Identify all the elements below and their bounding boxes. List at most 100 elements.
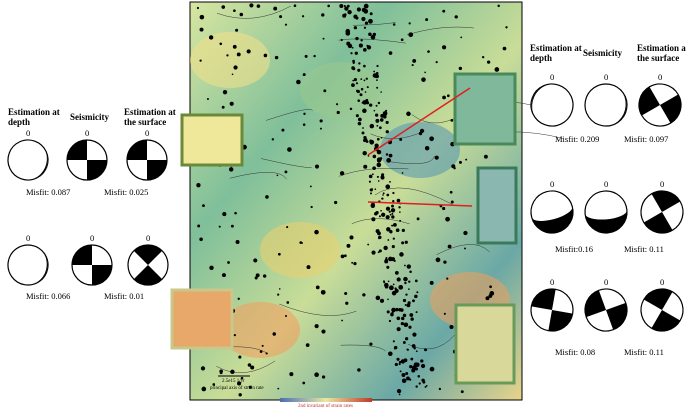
event bbox=[392, 245, 395, 248]
event bbox=[451, 201, 454, 204]
event bbox=[352, 62, 354, 64]
event bbox=[262, 345, 264, 347]
event bbox=[375, 119, 379, 123]
beachball bbox=[5, 241, 51, 288]
event bbox=[255, 276, 258, 279]
event bbox=[376, 79, 378, 81]
event bbox=[412, 299, 415, 302]
event bbox=[389, 51, 393, 55]
event bbox=[442, 207, 445, 210]
event bbox=[417, 217, 420, 220]
event bbox=[402, 229, 405, 232]
event bbox=[482, 56, 484, 58]
zero-label: 0 bbox=[604, 277, 608, 287]
header: Estimation at the surface bbox=[637, 43, 686, 63]
event bbox=[379, 215, 381, 217]
event bbox=[430, 281, 434, 285]
event bbox=[386, 227, 390, 231]
event bbox=[364, 138, 368, 142]
event bbox=[233, 65, 237, 69]
event bbox=[399, 252, 404, 257]
event bbox=[406, 349, 408, 351]
event bbox=[397, 199, 401, 203]
event bbox=[209, 35, 213, 39]
event bbox=[380, 91, 382, 93]
scale-label: 2.5e15 1/yr bbox=[222, 379, 245, 384]
event bbox=[296, 80, 301, 85]
event bbox=[265, 195, 269, 199]
event bbox=[310, 185, 312, 187]
event bbox=[376, 65, 378, 67]
event bbox=[401, 373, 405, 377]
beachball bbox=[579, 283, 633, 337]
event bbox=[278, 253, 281, 256]
event bbox=[455, 15, 458, 18]
event bbox=[488, 294, 492, 298]
event bbox=[369, 139, 372, 142]
beachball bbox=[72, 245, 112, 285]
event bbox=[238, 298, 240, 300]
event bbox=[321, 330, 325, 334]
event bbox=[398, 206, 400, 208]
beachball bbox=[582, 80, 631, 129]
event bbox=[397, 389, 401, 393]
event bbox=[393, 237, 395, 239]
event bbox=[200, 15, 205, 20]
event bbox=[370, 192, 372, 194]
event bbox=[397, 316, 401, 320]
zero-label: 0 bbox=[85, 128, 89, 138]
zero-label: 0 bbox=[26, 128, 30, 138]
event bbox=[377, 138, 380, 141]
event bbox=[199, 238, 203, 242]
event bbox=[410, 317, 413, 320]
event bbox=[346, 42, 350, 46]
header: Estimation at the surface bbox=[124, 107, 186, 127]
zero-label: 0 bbox=[146, 233, 150, 243]
event bbox=[341, 39, 343, 41]
event bbox=[303, 73, 306, 76]
event bbox=[409, 22, 411, 24]
event bbox=[464, 248, 466, 250]
ball-outline bbox=[5, 242, 51, 288]
event bbox=[389, 285, 394, 290]
event bbox=[386, 207, 390, 211]
event bbox=[385, 110, 387, 112]
event bbox=[417, 375, 420, 378]
event bbox=[345, 302, 348, 305]
event bbox=[237, 52, 241, 56]
event bbox=[408, 32, 413, 37]
event bbox=[376, 105, 378, 107]
event bbox=[287, 147, 292, 152]
event bbox=[321, 13, 324, 16]
event bbox=[378, 102, 380, 104]
event bbox=[371, 188, 373, 190]
event bbox=[415, 385, 417, 387]
event bbox=[408, 326, 411, 329]
event bbox=[421, 379, 424, 382]
event bbox=[355, 52, 358, 55]
event bbox=[424, 72, 426, 74]
event bbox=[450, 119, 453, 122]
event bbox=[361, 88, 364, 91]
event bbox=[408, 280, 410, 282]
event bbox=[497, 5, 499, 7]
event bbox=[355, 17, 358, 20]
event bbox=[362, 151, 366, 155]
event bbox=[272, 138, 274, 140]
event bbox=[369, 103, 372, 106]
event bbox=[403, 358, 407, 362]
event bbox=[275, 56, 278, 59]
event bbox=[369, 175, 373, 179]
event bbox=[240, 13, 244, 17]
event bbox=[413, 347, 415, 349]
event bbox=[197, 7, 199, 9]
event bbox=[272, 332, 275, 335]
event bbox=[370, 124, 374, 128]
event bbox=[257, 4, 261, 8]
event bbox=[372, 166, 376, 170]
event bbox=[439, 388, 441, 390]
event bbox=[446, 277, 448, 279]
event bbox=[200, 28, 204, 32]
event bbox=[401, 322, 404, 325]
event bbox=[386, 130, 389, 133]
